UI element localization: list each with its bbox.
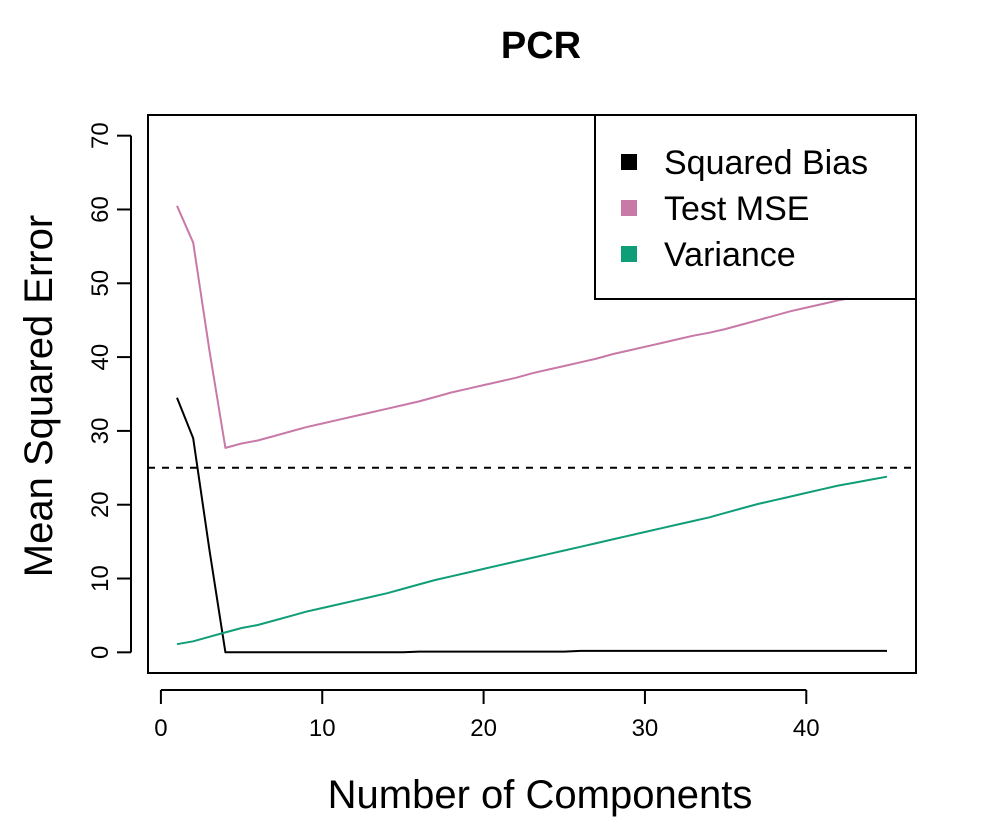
x-tick-label: 30 [632,715,659,742]
legend-box [594,114,917,300]
y-axis-label: Mean Squared Error [17,215,61,577]
y-tick-label: 10 [87,565,114,592]
y-axis: 0 10 20 30 40 50 60 70 [87,122,132,659]
legend-swatch-variance [621,246,637,262]
legend: Squared Bias Test MSE Variance [594,114,917,300]
y-tick-label: 30 [87,418,114,445]
legend-swatch-squared-bias [621,154,637,170]
x-tick-label: 0 [154,715,167,742]
y-tick-label: 50 [87,270,114,297]
series-line-variance [176,475,888,646]
legend-label-variance: Variance [664,236,796,274]
x-axis-label: Number of Components [328,773,753,817]
series-layer [176,205,888,654]
y-tick-label: 60 [87,196,114,223]
x-tick-label: 10 [309,715,336,742]
y-tick-label: 0 [87,646,114,659]
y-tick-label: 20 [87,491,114,518]
x-axis: 0 10 20 30 40 [154,689,820,742]
legend-swatch-test-mse [621,200,637,216]
x-tick-label: 20 [470,715,497,742]
plot-frame [147,114,917,674]
legend-label-squared-bias: Squared Bias [664,144,868,182]
x-tick-label: 40 [793,715,820,742]
legend-label-test-mse: Test MSE [664,190,809,228]
y-tick-label: 70 [87,122,114,149]
series-line-test-mse [176,205,888,449]
y-tick-label: 40 [87,344,114,371]
series-line-squared-bias [176,397,887,654]
chart-title: PCR [501,25,581,67]
